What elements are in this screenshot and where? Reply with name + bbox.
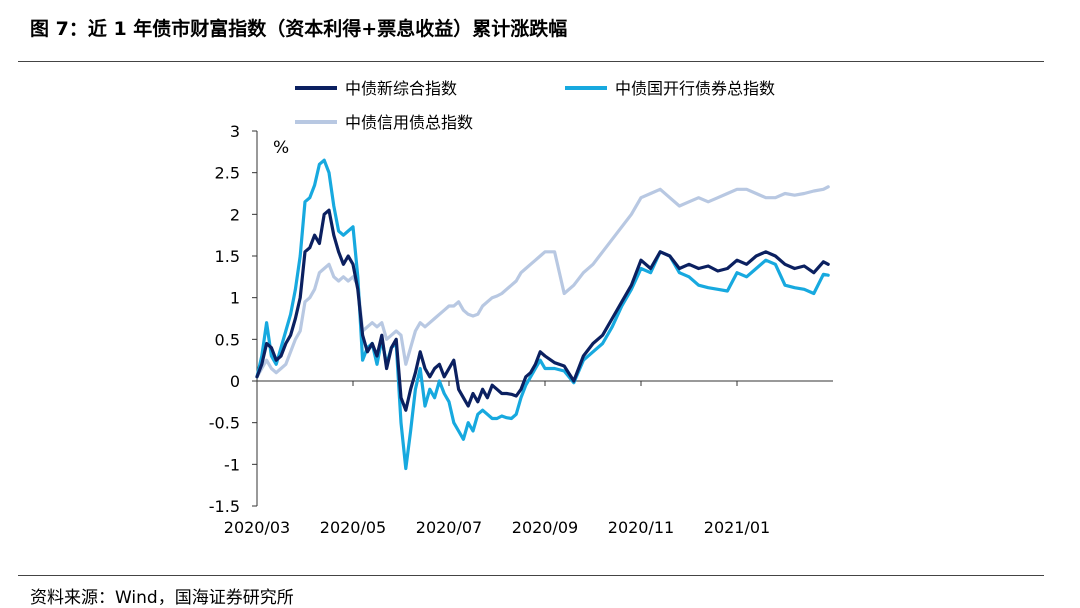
x-tick-label: 2021/01: [704, 518, 770, 537]
x-tick-label: 2020/07: [416, 518, 482, 537]
y-tick-label: 0.5: [215, 330, 240, 349]
figure-title: 图 7：近 1 年债市财富指数（资本利得+票息收益）累计涨跌幅: [30, 18, 568, 40]
y-tick-label: 0: [230, 372, 240, 391]
y-tick-labels: 3 2.5 2 1.5 1 0.5 0 -0.5 -1 -1.5: [209, 122, 240, 516]
series-line-3: [255, 185, 830, 379]
series-line-2: [255, 158, 830, 471]
legend-label-1: 中债新综合指数: [345, 79, 457, 98]
x-tick-label: 2020/03: [224, 518, 290, 537]
y-tick-label: 3: [230, 122, 240, 141]
bottom-rule: [18, 575, 1044, 576]
x-tick-marks: [256, 381, 738, 386]
source-note: 资料来源：Wind，国海证券研究所: [30, 588, 294, 608]
y-tick-label: 2: [230, 205, 240, 224]
series-line-1: [255, 208, 830, 412]
axes: [252, 130, 833, 507]
y-tick-label: -0.5: [209, 414, 240, 433]
x-tick-label: 2020/11: [608, 518, 674, 537]
y-tick-label: -1.5: [209, 497, 240, 516]
y-tick-label: 1: [230, 289, 240, 308]
y-tick-label: 2.5: [215, 164, 240, 183]
series-lines: [255, 158, 830, 471]
top-rule: [18, 61, 1044, 62]
x-tick-label: 2020/05: [320, 518, 386, 537]
y-unit-label: %: [273, 138, 289, 158]
y-tick-marks: [252, 130, 257, 507]
legend: 中债新综合指数 中债国开行债券总指数 中债信用债总指数: [295, 79, 775, 132]
y-tick-label: -1: [224, 455, 240, 474]
x-tick-labels: 2020/03 2020/05 2020/07 2020/09 2020/11 2021/…: [224, 518, 770, 537]
x-tick-label: 2020/09: [512, 518, 578, 537]
legend-label-2: 中债国开行债券总指数: [615, 79, 775, 98]
legend-label-3: 中债信用债总指数: [345, 113, 473, 132]
y-tick-label: 1.5: [215, 247, 240, 266]
